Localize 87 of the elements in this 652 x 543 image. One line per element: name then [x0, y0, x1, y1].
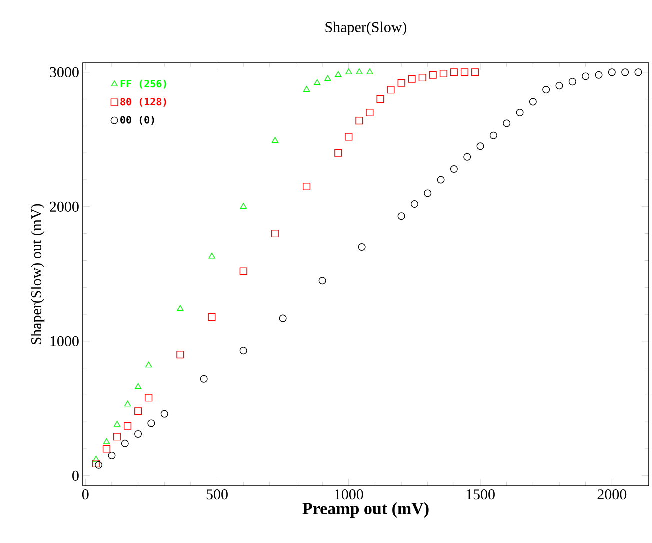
point [472, 68, 480, 76]
point [92, 460, 100, 468]
point [334, 149, 342, 157]
legend-label: 00 (0) [120, 116, 154, 125]
x-tick-label: 1500 [466, 490, 495, 500]
point [208, 313, 216, 321]
point [240, 203, 247, 209]
point [145, 394, 153, 402]
y-tick-label: 1000 [50, 336, 79, 346]
point [366, 68, 374, 74]
point [177, 305, 184, 312]
point [148, 420, 156, 428]
point [622, 68, 630, 76]
point [335, 71, 342, 78]
point [92, 456, 100, 462]
point [460, 68, 468, 76]
point [387, 86, 395, 94]
point [124, 400, 132, 407]
y-axis-title: Shaper(Slow) out (mV) [31, 204, 45, 344]
legend-label: 80 (128) [120, 98, 166, 107]
point [176, 351, 184, 359]
point [271, 230, 279, 238]
point [124, 422, 132, 430]
point [450, 68, 458, 76]
point [324, 75, 332, 82]
point [208, 252, 216, 259]
point [398, 212, 406, 220]
x-tick-label: 1000 [335, 490, 364, 500]
point [356, 117, 364, 125]
point [346, 68, 352, 74]
chart-title: Shaper(Slow) [326, 22, 407, 36]
point [516, 109, 524, 117]
point [356, 68, 363, 74]
point [503, 120, 511, 128]
point [424, 190, 432, 198]
point [429, 71, 437, 79]
point [314, 79, 321, 86]
point [240, 268, 248, 276]
x-axis-title: Preamp out (mV) [302, 502, 429, 518]
point [303, 86, 310, 92]
point [134, 383, 142, 390]
point [408, 75, 416, 83]
point [568, 78, 576, 86]
point [345, 133, 353, 141]
point [556, 82, 564, 90]
point [476, 142, 484, 150]
point [113, 433, 121, 441]
point [114, 421, 121, 427]
point [146, 362, 152, 368]
point [102, 445, 110, 453]
point [542, 86, 550, 94]
point [595, 71, 603, 79]
point [318, 277, 326, 285]
point [634, 68, 642, 76]
point [303, 182, 311, 190]
x-tick-label: 2000 [598, 490, 627, 500]
point [529, 98, 537, 106]
point [272, 137, 278, 144]
y-tick-label: 3000 [50, 67, 79, 78]
point [134, 408, 142, 416]
point [160, 410, 168, 418]
point [418, 74, 426, 82]
point [366, 109, 374, 117]
point [464, 153, 472, 161]
legend-label: FF (256) [120, 80, 166, 89]
point [279, 314, 287, 322]
point [608, 68, 616, 76]
point [103, 438, 110, 444]
point [200, 375, 208, 383]
point [240, 347, 248, 355]
point [437, 176, 445, 184]
point [358, 244, 366, 252]
point [108, 452, 116, 460]
point [440, 70, 448, 78]
point [582, 72, 590, 80]
x-tick-label: 0 [82, 490, 89, 500]
point [121, 440, 129, 448]
point [410, 200, 418, 208]
point [376, 96, 384, 104]
point [450, 166, 458, 173]
point [134, 430, 142, 438]
y-tick-label: 0 [72, 470, 79, 481]
point [490, 132, 498, 140]
y-tick-label: 2000 [50, 202, 79, 212]
point [95, 461, 103, 469]
point [398, 79, 406, 87]
x-tick-label: 500 [206, 490, 228, 500]
